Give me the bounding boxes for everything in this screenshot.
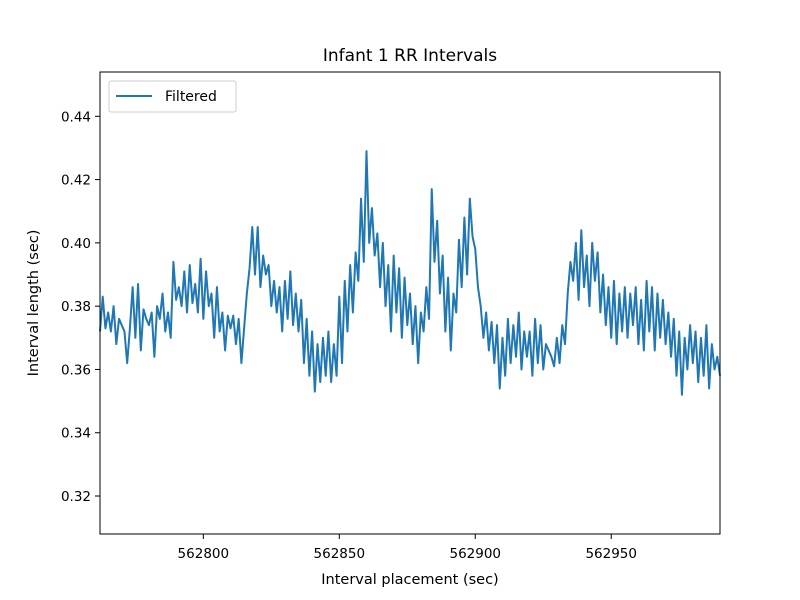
y-tick-label: 0.32 (61, 489, 91, 505)
series-layer (99, 150, 721, 396)
y-tick-label: 0.34 (61, 426, 91, 442)
x-tick-label: 562900 (449, 546, 501, 562)
plot-frame (99, 71, 721, 535)
y-tick-label: 0.36 (61, 362, 91, 378)
legend-label: Filtered (165, 89, 217, 105)
y-axis-label: Interval length (sec) (26, 230, 42, 377)
legend-box (108, 80, 237, 113)
x-tick-label: 562950 (585, 546, 637, 562)
y-tick-label: 0.42 (61, 173, 91, 189)
x-tick-label: 562800 (178, 546, 230, 562)
x-axis: 562800 562850 562900 562950 (178, 534, 637, 562)
y-tick-label: 0.40 (61, 236, 91, 252)
legend: Filtered (108, 80, 237, 113)
y-tick-label: 0.38 (61, 299, 91, 315)
chart-title: Infant 1 RR Intervals (323, 46, 497, 66)
x-axis-label: Interval placement (sec) (321, 572, 498, 588)
y-tick-label: 0.44 (61, 109, 91, 125)
x-tick-label: 562850 (314, 546, 366, 562)
y-axis: 0.32 0.34 0.36 0.38 0.40 0.42 0.44 (61, 109, 100, 505)
series-line-0 (99, 150, 721, 396)
